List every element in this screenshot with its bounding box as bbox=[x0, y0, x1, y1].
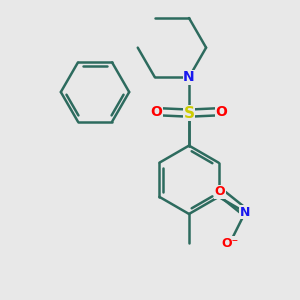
Text: O⁻: O⁻ bbox=[221, 236, 238, 250]
Text: O: O bbox=[214, 185, 225, 198]
Text: N: N bbox=[183, 70, 195, 84]
Text: O: O bbox=[151, 105, 163, 118]
Text: S: S bbox=[184, 106, 194, 121]
Text: N: N bbox=[240, 206, 250, 219]
Text: O: O bbox=[215, 105, 227, 118]
